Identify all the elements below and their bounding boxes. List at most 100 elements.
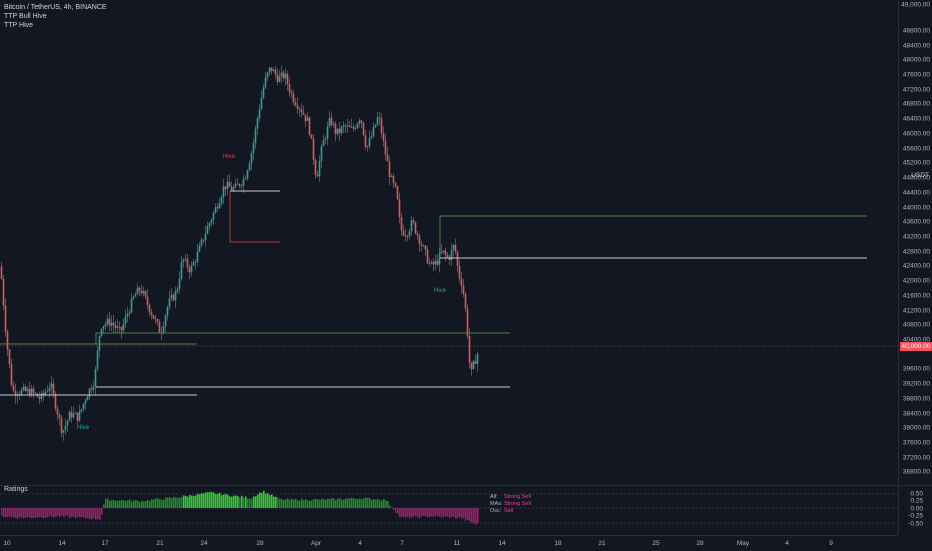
rating-bar [327, 498, 329, 508]
indicator-bull-hive-label[interactable]: TTP Bull Hive [4, 13, 47, 20]
time-axis[interactable]: 10 14 17 21 24 28 Apr 4 7 11 14 18 21 25 28 May 4 9 [0, 535, 898, 551]
rating-bar [159, 499, 161, 508]
symbol-title[interactable]: Bitcoin / TetherUS, 4h, BINANCE [4, 4, 107, 11]
rating-bar [115, 500, 117, 508]
candle-body [432, 261, 435, 265]
rating-bar [83, 508, 85, 518]
candle-body [366, 146, 369, 147]
rating-bar [341, 499, 343, 508]
ratings-pane[interactable] [0, 485, 898, 536]
rating-bar [15, 508, 17, 518]
candle-body [98, 335, 101, 351]
price-axis-label: 42400.00 [902, 262, 930, 270]
candle-body [380, 118, 383, 134]
rating-bar [465, 508, 467, 521]
candle-body [228, 181, 231, 187]
candle-body [64, 425, 67, 431]
rating-bar [97, 508, 99, 520]
candle-body [34, 392, 37, 394]
rating-bar [275, 496, 277, 508]
rating-bar [21, 508, 23, 518]
rating-bar [1, 508, 3, 516]
candle-body [430, 261, 433, 264]
price-axis-label: 36800.00 [902, 468, 930, 476]
rating-bar [469, 508, 471, 522]
candle-body [264, 77, 267, 88]
rating-bar [295, 498, 297, 508]
candle-body [172, 294, 175, 301]
candle-body [400, 217, 403, 231]
candle-body [348, 125, 351, 128]
candle-body [404, 235, 407, 237]
rating-bar [373, 499, 375, 508]
rating-bar [447, 508, 449, 517]
indicator-hive-label[interactable]: TTP Hive [4, 22, 34, 29]
candle-body [294, 102, 297, 106]
rating-bar [329, 498, 331, 508]
candle-body [120, 326, 123, 331]
candle-body [278, 76, 281, 82]
rating-bar [387, 501, 389, 508]
candle-body [306, 117, 309, 121]
rating-bar [267, 493, 269, 508]
rating-bar [161, 499, 163, 508]
candle-body [382, 133, 385, 141]
candle-body [82, 403, 85, 410]
candle-body [436, 260, 439, 265]
candle-body [342, 125, 345, 127]
candle-body [270, 67, 273, 72]
candle-body [78, 411, 81, 421]
price-axis[interactable]: 49,000.00 48800.00 48400.00 48000.00 47600.… [898, 0, 932, 484]
price-axis-label: 40800.00 [902, 321, 930, 329]
candle-body [308, 117, 311, 135]
rating-bar [133, 500, 135, 508]
candle-body [90, 388, 93, 390]
rating-bar [321, 498, 323, 508]
candle-body [410, 220, 413, 232]
rating-bar [113, 499, 115, 508]
candlestick-chart[interactable] [0, 0, 898, 484]
price-axis-label: 43600.00 [902, 218, 930, 226]
ratings-histogram [0, 490, 898, 525]
candle-body [242, 178, 245, 186]
candle-body [330, 117, 333, 125]
rating-bar [237, 496, 239, 508]
candle-body [192, 262, 195, 266]
price-chart-pane[interactable]: Bitcoin / TetherUS, 4h, BINANCE TTP Bull… [0, 0, 898, 484]
candle-body [452, 244, 455, 250]
candle-body [60, 417, 63, 433]
rating-bar [195, 495, 197, 508]
candle-body [314, 159, 317, 175]
candle-body [80, 409, 83, 412]
ratings-axis[interactable]: 0.50 0.25 0.00 -0.25 -0.50 [898, 485, 932, 535]
candle-body [224, 186, 227, 189]
candle-body [58, 414, 61, 418]
rating-bar [223, 494, 225, 508]
candle-body [16, 395, 19, 396]
rating-bar [165, 497, 167, 508]
rating-bar [287, 498, 289, 508]
candle-body [198, 245, 201, 252]
rating-bar [269, 495, 271, 508]
candle-body [118, 326, 121, 328]
rating-bar [203, 493, 205, 508]
rating-bar [397, 508, 399, 514]
candle-body [282, 72, 285, 79]
candle-body [232, 187, 235, 190]
candle-body [54, 393, 57, 409]
rating-bar [417, 508, 419, 518]
candle-body [218, 203, 221, 209]
candle-body [364, 135, 367, 147]
rating-bar [5, 508, 7, 518]
price-axis-label: 44400.00 [902, 189, 930, 197]
ratings-axis-label: -0.50 [908, 520, 923, 528]
candle-body [152, 315, 155, 319]
rating-bar [429, 508, 431, 518]
rating-bar [351, 497, 353, 508]
time-axis-label: 24 [200, 540, 208, 547]
rating-bar [439, 508, 441, 517]
candle-body [208, 223, 211, 227]
rating-bar [333, 498, 335, 508]
ratings-title[interactable]: Ratings [4, 486, 28, 493]
rating-bar [59, 508, 61, 517]
